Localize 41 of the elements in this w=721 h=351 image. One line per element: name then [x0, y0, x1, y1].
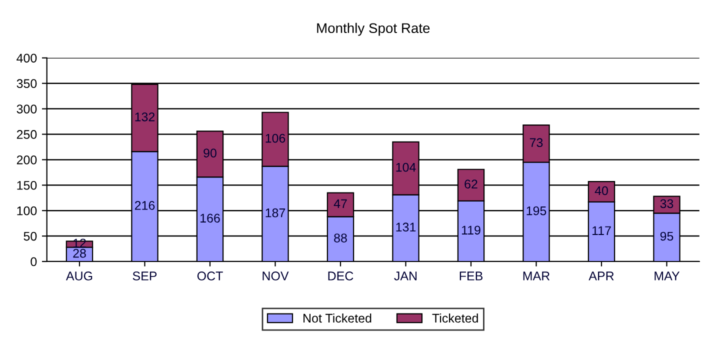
data-label: 166	[200, 214, 220, 223]
y-tick-label: 300	[16, 104, 37, 114]
legend-label: Not Ticketed	[304, 313, 372, 323]
data-label: 216	[134, 201, 155, 210]
data-label: 88	[334, 234, 347, 242]
data-label: 90	[204, 148, 216, 158]
legend-label: Ticketed	[432, 313, 478, 323]
x-tick-label: APR	[588, 272, 614, 280]
x-tick-label: OCT	[197, 272, 223, 280]
data-label: 73	[530, 138, 543, 148]
x-tick-label: SEP	[132, 272, 157, 280]
data-label: 195	[526, 206, 546, 216]
y-tick-label: 50	[24, 232, 37, 241]
data-label: 28	[73, 248, 86, 258]
data-label: 117	[592, 226, 611, 235]
data-label: 62	[464, 180, 478, 189]
y-tick-label: 200	[16, 156, 37, 164]
data-label: 106	[266, 134, 286, 143]
x-tick-label: NOV	[262, 272, 289, 280]
data-label: 119	[462, 226, 480, 235]
x-tick-label: MAY	[654, 272, 680, 280]
data-label: 131	[396, 222, 416, 232]
x-tick-label: DEC	[328, 272, 354, 280]
data-label: 33	[660, 199, 674, 208]
y-tick-label: 400	[16, 54, 37, 63]
y-tick-label: 150	[17, 180, 37, 190]
y-tick-label: 100	[17, 206, 37, 216]
y-tick-label: 250	[16, 130, 37, 139]
y-tick-label: 0	[30, 257, 37, 266]
data-label: 187	[266, 208, 286, 218]
y-tick-label: 350	[16, 79, 37, 88]
data-label: 40	[594, 186, 608, 196]
data-label: 95	[660, 232, 674, 241]
chart-title: Monthly Spot Rate	[317, 22, 430, 36]
x-tick-label: FEB	[460, 272, 482, 280]
data-label: 132	[135, 112, 155, 122]
x-tick-label: JAN	[394, 272, 417, 280]
x-tick-label: AUG	[66, 272, 92, 280]
x-tick-label: MAR	[523, 272, 550, 280]
data-label: 104	[396, 162, 416, 172]
data-label: 47	[334, 199, 347, 208]
